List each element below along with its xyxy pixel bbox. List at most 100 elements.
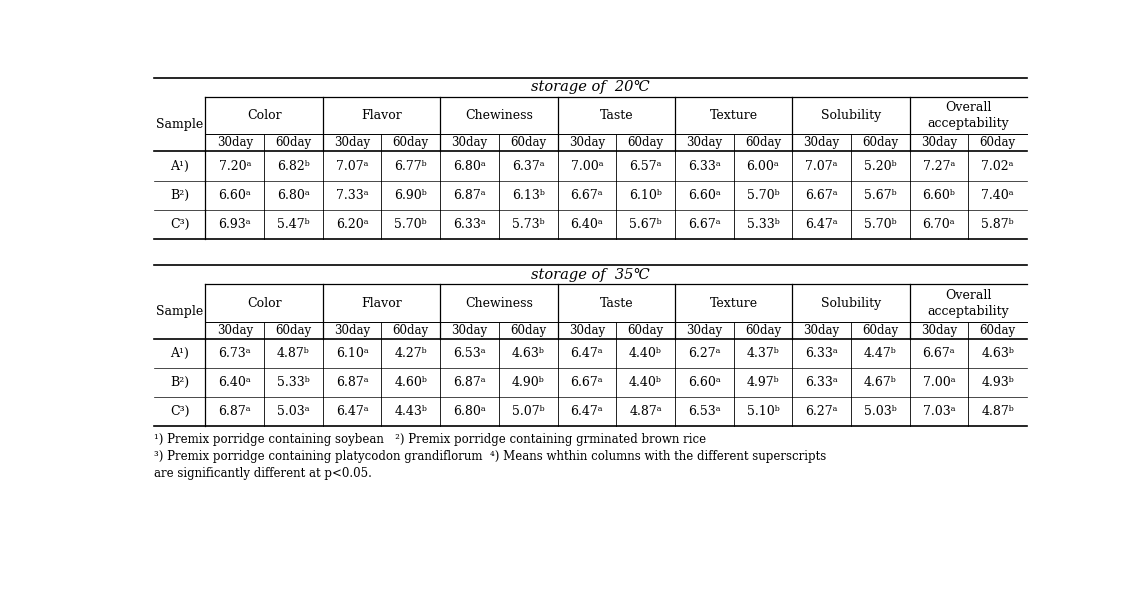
Text: 6.33ᵃ: 6.33ᵃ	[453, 217, 486, 230]
Text: 5.70ᵇ: 5.70ᵇ	[394, 217, 427, 230]
Text: Texture: Texture	[709, 297, 758, 310]
Text: 30day: 30day	[217, 324, 253, 337]
Text: 5.87ᵇ: 5.87ᵇ	[981, 217, 1014, 230]
Text: 6.10ᵃ: 6.10ᵃ	[336, 347, 369, 360]
Text: storage of  20℃: storage of 20℃	[531, 80, 650, 95]
Text: 4.60ᵇ: 4.60ᵇ	[394, 376, 427, 389]
Text: 30day: 30day	[335, 137, 370, 150]
Text: C³): C³)	[170, 405, 189, 418]
Text: B²): B²)	[170, 189, 189, 202]
Text: 30day: 30day	[921, 324, 957, 337]
Text: Flavor: Flavor	[361, 297, 402, 310]
Text: 6.67ᵃ: 6.67ᵃ	[571, 376, 603, 389]
Text: 6.53ᵃ: 6.53ᵃ	[453, 347, 486, 360]
Text: 4.93ᵇ: 4.93ᵇ	[981, 376, 1014, 389]
Text: 60day: 60day	[628, 137, 664, 150]
Text: 5.47ᵇ: 5.47ᵇ	[277, 217, 309, 230]
Text: 30day: 30day	[568, 137, 605, 150]
Text: 7.40ᵃ: 7.40ᵃ	[981, 189, 1014, 202]
Text: 30day: 30day	[803, 137, 840, 150]
Text: Solubility: Solubility	[821, 109, 881, 122]
Text: 7.03ᵃ: 7.03ᵃ	[923, 405, 956, 418]
Text: 6.67ᵃ: 6.67ᵃ	[571, 189, 603, 202]
Text: 7.07ᵃ: 7.07ᵃ	[336, 160, 368, 173]
Text: 30day: 30day	[217, 137, 253, 150]
Text: 5.70ᵇ: 5.70ᵇ	[746, 189, 779, 202]
Text: 6.67ᵃ: 6.67ᵃ	[923, 347, 956, 360]
Text: B²): B²)	[170, 376, 189, 389]
Text: Taste: Taste	[599, 109, 633, 122]
Text: Sample: Sample	[156, 305, 203, 318]
Text: 60day: 60day	[510, 324, 547, 337]
Text: 60day: 60day	[628, 324, 664, 337]
Text: 6.80ᵃ: 6.80ᵃ	[453, 160, 486, 173]
Text: 5.67ᵇ: 5.67ᵇ	[629, 217, 662, 230]
Text: 7.02ᵃ: 7.02ᵃ	[981, 160, 1014, 173]
Text: storage of  35℃: storage of 35℃	[531, 268, 650, 282]
Text: 60day: 60day	[510, 137, 547, 150]
Text: 60day: 60day	[275, 324, 312, 337]
Text: 6.60ᵃ: 6.60ᵃ	[688, 376, 721, 389]
Text: 6.40ᵃ: 6.40ᵃ	[219, 376, 251, 389]
Text: 7.33ᵃ: 7.33ᵃ	[336, 189, 368, 202]
Text: 60day: 60day	[393, 324, 429, 337]
Text: 6.40ᵃ: 6.40ᵃ	[571, 217, 603, 230]
Text: Taste: Taste	[599, 297, 633, 310]
Text: 60day: 60day	[745, 324, 780, 337]
Text: 5.10ᵇ: 5.10ᵇ	[746, 405, 779, 418]
Text: 60day: 60day	[393, 137, 429, 150]
Text: 5.20ᵇ: 5.20ᵇ	[864, 160, 896, 173]
Text: 6.53ᵃ: 6.53ᵃ	[688, 405, 721, 418]
Text: Color: Color	[246, 297, 282, 310]
Text: 6.13ᵇ: 6.13ᵇ	[512, 189, 544, 202]
Text: 6.47ᵃ: 6.47ᵃ	[571, 347, 603, 360]
Text: 6.27ᵃ: 6.27ᵃ	[688, 347, 721, 360]
Text: 6.73ᵃ: 6.73ᵃ	[219, 347, 251, 360]
Text: 4.27ᵇ: 4.27ᵇ	[394, 347, 427, 360]
Text: 4.87ᵇ: 4.87ᵇ	[277, 347, 309, 360]
Text: 6.10ᵇ: 6.10ᵇ	[629, 189, 662, 202]
Text: C³): C³)	[170, 217, 189, 230]
Text: A¹): A¹)	[171, 160, 189, 173]
Text: 30day: 30day	[335, 324, 370, 337]
Text: Overall
acceptability: Overall acceptability	[927, 101, 1010, 130]
Text: 4.67ᵇ: 4.67ᵇ	[864, 376, 896, 389]
Text: Sample: Sample	[156, 118, 203, 131]
Text: 6.70ᵃ: 6.70ᵃ	[923, 217, 956, 230]
Text: 6.60ᵃ: 6.60ᵃ	[219, 189, 251, 202]
Text: Chewiness: Chewiness	[465, 297, 533, 310]
Text: 5.33ᵇ: 5.33ᵇ	[746, 217, 779, 230]
Text: 4.63ᵇ: 4.63ᵇ	[512, 347, 544, 360]
Text: 30day: 30day	[803, 324, 840, 337]
Text: 6.87ᵃ: 6.87ᵃ	[453, 189, 486, 202]
Text: 60day: 60day	[275, 137, 312, 150]
Text: Chewiness: Chewiness	[465, 109, 533, 122]
Text: 30day: 30day	[921, 137, 957, 150]
Text: 6.93ᵃ: 6.93ᵃ	[219, 217, 251, 230]
Text: 5.03ᵃ: 5.03ᵃ	[277, 405, 309, 418]
Text: 5.70ᵇ: 5.70ᵇ	[864, 217, 896, 230]
Text: 7.00ᵃ: 7.00ᵃ	[571, 160, 603, 173]
Text: 6.60ᵃ: 6.60ᵃ	[688, 189, 721, 202]
Text: ³) Premix porridge containing platycodon grandiflorum  ⁴) Means whthin columns w: ³) Premix porridge containing platycodon…	[154, 450, 826, 463]
Text: 7.27ᵃ: 7.27ᵃ	[923, 160, 955, 173]
Text: Overall
acceptability: Overall acceptability	[927, 288, 1010, 317]
Text: 4.87ᵇ: 4.87ᵇ	[981, 405, 1014, 418]
Text: 6.77ᵇ: 6.77ᵇ	[394, 160, 427, 173]
Text: 5.67ᵇ: 5.67ᵇ	[864, 189, 896, 202]
Text: 6.80ᵃ: 6.80ᵃ	[277, 189, 309, 202]
Text: 4.43ᵇ: 4.43ᵇ	[394, 405, 427, 418]
Text: 60day: 60day	[862, 137, 898, 150]
Text: 6.67ᵃ: 6.67ᵃ	[806, 189, 838, 202]
Text: Solubility: Solubility	[821, 297, 881, 310]
Text: 30day: 30day	[686, 137, 722, 150]
Text: 6.87ᵃ: 6.87ᵃ	[219, 405, 251, 418]
Text: 6.60ᵇ: 6.60ᵇ	[923, 189, 956, 202]
Text: 6.47ᵃ: 6.47ᵃ	[336, 405, 368, 418]
Text: are significantly different at p<0.05.: are significantly different at p<0.05.	[154, 467, 371, 480]
Text: 4.63ᵇ: 4.63ᵇ	[981, 347, 1014, 360]
Text: 6.33ᵃ: 6.33ᵃ	[688, 160, 721, 173]
Text: 7.00ᵃ: 7.00ᵃ	[923, 376, 956, 389]
Text: 6.33ᵃ: 6.33ᵃ	[806, 376, 838, 389]
Text: 30day: 30day	[568, 324, 605, 337]
